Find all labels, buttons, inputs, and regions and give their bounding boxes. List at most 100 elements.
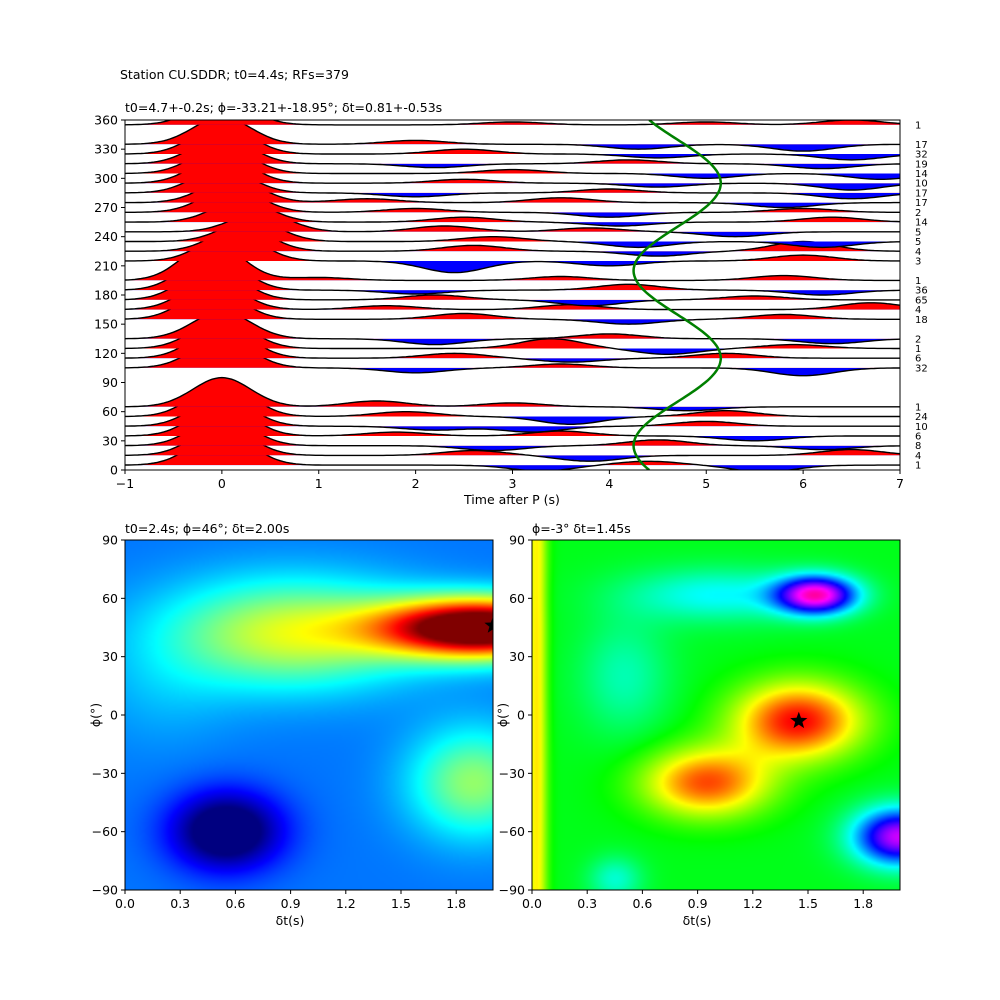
- rf-positive-fill: [125, 311, 721, 339]
- rf-y-tick-label: 180: [94, 288, 118, 303]
- rf-count-label: 10: [915, 179, 928, 190]
- rf-count-label: 32: [915, 150, 928, 161]
- rf-positive-fill: [125, 124, 900, 155]
- rf-count-label: 1: [915, 344, 921, 355]
- harmonic-y-label: ϕ(°): [88, 703, 103, 727]
- rf-count-label: 1: [915, 461, 921, 472]
- rf-positive-fill: [125, 382, 900, 417]
- rf-count-label: 6: [915, 354, 921, 365]
- best-fit-star: [790, 711, 808, 729]
- rf-positive-fill: [125, 377, 900, 407]
- x-tick-label: 0.0: [115, 896, 135, 911]
- rf-count-label: 1: [915, 402, 921, 413]
- rf-y-axis: 0 30 60 90 120 150 180 210 240 270 300 330 360: [94, 113, 125, 478]
- x-tick-label: 0.9: [281, 896, 301, 911]
- rf-y-tick-label: 210: [94, 258, 118, 273]
- t0-curve-line: [632, 120, 723, 470]
- rf-y-tick-label: 120: [94, 346, 118, 361]
- energy-x-label: δt(s): [683, 913, 712, 928]
- rf-x-label: Time after P (s): [463, 492, 560, 507]
- rf-positive-fill: [125, 431, 900, 466]
- y-tick-label: 60: [509, 591, 525, 606]
- rf-x-tick-label: 0: [218, 476, 226, 491]
- y-tick-label: −90: [499, 883, 525, 898]
- rf-count-label: 8: [915, 441, 921, 452]
- y-tick-label: −30: [499, 766, 525, 781]
- x-tick-label: 0.6: [632, 896, 652, 911]
- rf-x-tick-label: 6: [799, 476, 807, 491]
- y-tick-label: −30: [92, 766, 118, 781]
- rf-negative-fill: [125, 445, 900, 451]
- rf-x-tick-label: 5: [702, 476, 710, 491]
- rf-y-tick-label: 360: [94, 113, 118, 128]
- rf-count-label: 4: [915, 451, 921, 462]
- y-tick-label: −60: [92, 824, 118, 839]
- x-tick-label: 1.8: [853, 896, 873, 911]
- x-tick-label: 0.3: [577, 896, 597, 911]
- rf-count-label: 36: [915, 286, 928, 297]
- y-tick-label: 90: [102, 533, 118, 548]
- rf-positive-fill: [125, 188, 900, 213]
- rf-negative-fill: [541, 144, 900, 152]
- x-tick-label: 0.6: [225, 896, 245, 911]
- rf-trace: [125, 120, 900, 126]
- rf-y-tick-label: 30: [102, 433, 118, 448]
- rf-y-tick-label: 0: [110, 463, 118, 478]
- x-tick-label: 0.3: [170, 896, 190, 911]
- rf-trace: [125, 240, 900, 282]
- energy-panel: ϕ=-3° δt=1.45s 0.0 0.3 0.6 0.9 1.2 1.5 1.8 −90…: [495, 521, 901, 928]
- rf-x-tick-label: 4: [605, 476, 613, 491]
- best-fit-star: [484, 616, 493, 633]
- rf-negative-fill: [125, 426, 900, 433]
- y-tick-label: 0: [517, 708, 525, 723]
- y-tick-label: −90: [92, 883, 118, 898]
- rf-count-label: 17: [915, 188, 928, 199]
- rf-traces: [125, 120, 900, 470]
- rf-negative-fill: [548, 319, 707, 325]
- rf-count-label: 5: [915, 227, 921, 238]
- x-tick-label: 1.2: [336, 896, 356, 911]
- y-tick-label: 30: [509, 649, 525, 664]
- rf-negative-fill: [125, 348, 900, 355]
- rf-x-tick-label: −1: [116, 476, 134, 491]
- harmonic-panel-title: t0=2.4s; ϕ=46°; δt=2.00s: [125, 521, 289, 536]
- rf-y-tick-label: 60: [102, 404, 118, 419]
- rf-count-label: 5: [915, 237, 921, 248]
- rf-count-label: 2: [915, 208, 921, 219]
- rf-count-label: 14: [915, 169, 928, 180]
- rf-positive-fill: [125, 397, 900, 427]
- energy-panel-title: ϕ=-3° δt=1.45s: [532, 521, 631, 536]
- rf-positive-fill: [125, 338, 900, 368]
- rf-x-tick-label: 1: [315, 476, 323, 491]
- rf-panel: t0=4.7+-0.2s; ϕ=-33.21+-18.95°; δt=0.81+…: [94, 100, 928, 507]
- figure-suptitle: Station CU.SDDR; t0=4.4s; RFs=379: [120, 67, 349, 82]
- y-tick-label: 60: [102, 591, 118, 606]
- rf-positive-fill: [135, 200, 900, 223]
- x-tick-label: 1.5: [798, 896, 818, 911]
- rf-negative-fill: [565, 154, 900, 160]
- harmonic-heatmap: [125, 540, 493, 890]
- y-tick-label: −60: [499, 824, 525, 839]
- rf-positive-fill: [125, 265, 861, 300]
- energy-best-marker: [790, 711, 808, 729]
- rf-positive-fill: [125, 426, 900, 456]
- rf-positive-fill: [125, 168, 900, 193]
- rf-trace: [125, 376, 900, 412]
- rf-count-label: 19: [915, 159, 928, 170]
- rf-y-tick-label: 90: [102, 375, 118, 390]
- rf-count-label: 1: [915, 276, 921, 287]
- x-tick-label: 1.8: [446, 896, 466, 911]
- x-tick-label: 1.5: [391, 896, 411, 911]
- rf-negative-fill: [125, 338, 900, 345]
- harmonic-x-label: δt(s): [276, 913, 305, 928]
- rf-panel-title: t0=4.7+-0.2s; ϕ=-33.21+-18.95°; δt=0.81+…: [125, 100, 442, 115]
- energy-y-label: ϕ(°): [495, 703, 510, 727]
- rf-y-tick-label: 270: [94, 200, 118, 215]
- rf-negative-fill: [125, 183, 900, 190]
- rf-count-label: 17: [915, 198, 928, 209]
- energy-heatmap: [532, 540, 900, 890]
- rf-count-label: 10: [915, 422, 928, 433]
- rf-negative-fill: [678, 202, 893, 208]
- rf-x-tick-label: 2: [412, 476, 420, 491]
- rf-count-label: 1: [915, 120, 921, 131]
